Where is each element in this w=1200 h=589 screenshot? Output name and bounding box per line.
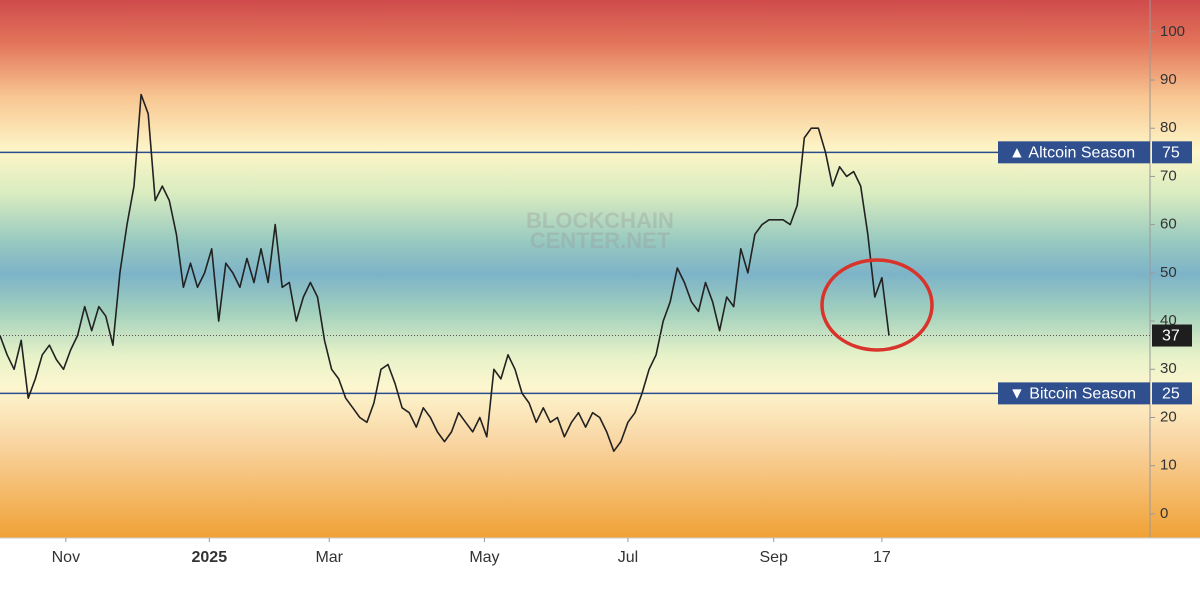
- watermark: BLOCKCHAIN: [526, 208, 674, 233]
- x-tick-label: 2025: [192, 549, 228, 566]
- x-tick-label: Nov: [52, 549, 80, 566]
- y-tick-label: 10: [1160, 457, 1177, 474]
- reference-label-box: [998, 141, 1150, 164]
- reference-label: ▲ Altcoin Season: [1009, 145, 1135, 162]
- y-tick-label: 80: [1160, 119, 1177, 136]
- x-tick-label: Jul: [618, 549, 638, 566]
- watermark: CENTER.NET: [530, 228, 671, 253]
- reference-label: ▼ Bitcoin Season: [1009, 386, 1136, 403]
- reference-value-box: [1152, 382, 1192, 405]
- x-tick-label: May: [469, 549, 499, 566]
- reference-value: 25: [1162, 386, 1180, 403]
- background: [0, 0, 1200, 538]
- y-tick-label: 30: [1160, 360, 1177, 377]
- reference-value: 75: [1162, 145, 1180, 162]
- highlight-circle: [820, 258, 934, 352]
- x-tick-label: Mar: [315, 549, 343, 566]
- y-tick-label: 100: [1160, 23, 1185, 40]
- y-tick-label: 20: [1160, 408, 1177, 425]
- x-tick-label: Sep: [759, 549, 788, 566]
- y-tick-label: 0: [1160, 505, 1168, 522]
- reference-value-box: [1152, 141, 1192, 164]
- x-tick-label: 17: [873, 549, 891, 566]
- series-line: [0, 93, 890, 452]
- reference-label-box: [998, 382, 1150, 405]
- y-tick-label: 60: [1160, 216, 1177, 233]
- y-tick-label: 50: [1160, 264, 1177, 281]
- y-tick-label: 70: [1160, 167, 1177, 184]
- last-value-box: [1152, 324, 1192, 347]
- last-value-label: 37: [1162, 328, 1180, 345]
- y-tick-label: 90: [1160, 71, 1177, 88]
